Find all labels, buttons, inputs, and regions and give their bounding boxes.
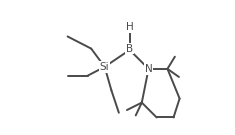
Text: B: B (126, 44, 133, 54)
Text: H: H (126, 22, 133, 32)
Text: N: N (145, 64, 153, 74)
Text: Si: Si (100, 62, 110, 72)
